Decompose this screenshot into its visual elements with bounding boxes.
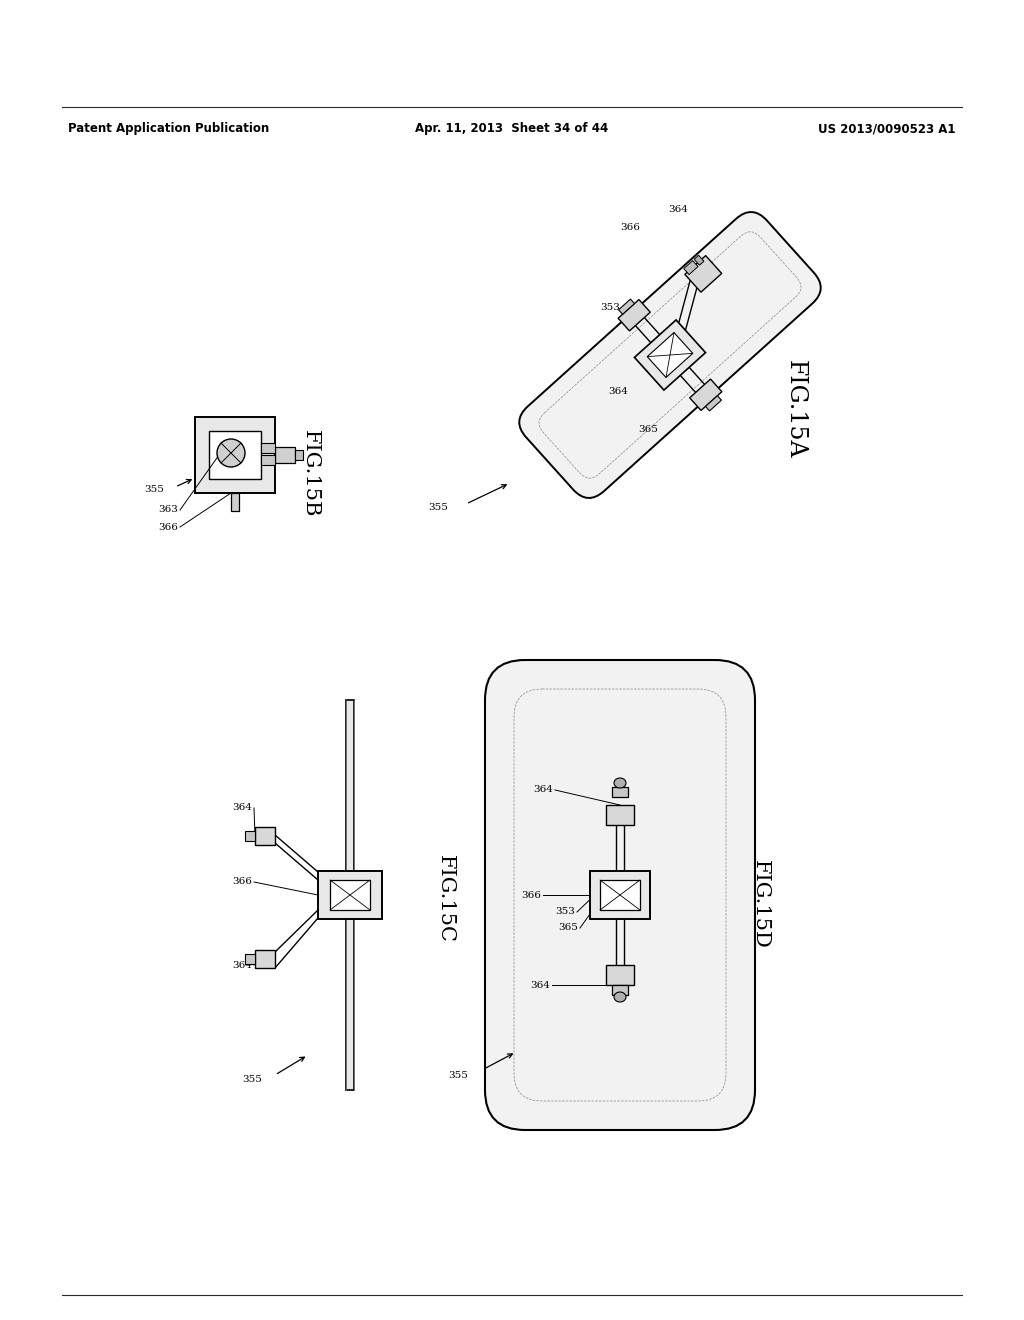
Text: 366: 366 bbox=[620, 223, 640, 232]
Bar bbox=[245, 954, 255, 964]
Bar bbox=[647, 333, 693, 378]
Text: 366: 366 bbox=[232, 878, 252, 887]
Bar bbox=[694, 255, 703, 265]
Bar bbox=[690, 379, 722, 411]
Text: US 2013/0090523 A1: US 2013/0090523 A1 bbox=[818, 121, 956, 135]
Bar bbox=[685, 256, 722, 292]
Bar bbox=[590, 871, 650, 919]
Text: 355: 355 bbox=[144, 486, 164, 495]
Text: FIG.15A: FIG.15A bbox=[783, 360, 807, 458]
Bar bbox=[261, 455, 275, 465]
Text: 355: 355 bbox=[449, 1071, 468, 1080]
Bar bbox=[635, 319, 706, 391]
Bar bbox=[618, 300, 650, 331]
Bar bbox=[231, 492, 239, 511]
Text: 364: 364 bbox=[232, 961, 252, 969]
Text: 355: 355 bbox=[242, 1076, 262, 1085]
Text: 363: 363 bbox=[158, 506, 178, 515]
Text: 364: 364 bbox=[608, 388, 628, 396]
Bar bbox=[255, 950, 275, 968]
Bar bbox=[245, 832, 255, 841]
Text: 365: 365 bbox=[558, 924, 578, 932]
Bar bbox=[600, 880, 640, 909]
Text: FIG.15C: FIG.15C bbox=[435, 855, 455, 942]
Bar bbox=[295, 450, 303, 459]
Bar bbox=[346, 700, 354, 1090]
Text: 365: 365 bbox=[638, 425, 657, 434]
Text: 366: 366 bbox=[158, 523, 178, 532]
Text: 353: 353 bbox=[600, 304, 620, 313]
Text: Apr. 11, 2013  Sheet 34 of 44: Apr. 11, 2013 Sheet 34 of 44 bbox=[416, 121, 608, 135]
Text: 366: 366 bbox=[521, 891, 541, 899]
FancyBboxPatch shape bbox=[519, 213, 821, 498]
Text: Patent Application Publication: Patent Application Publication bbox=[68, 121, 269, 135]
Bar bbox=[195, 417, 275, 492]
Text: 364: 364 bbox=[668, 206, 688, 214]
Text: 353: 353 bbox=[555, 908, 575, 916]
Bar bbox=[330, 880, 370, 909]
Text: 364: 364 bbox=[534, 785, 553, 795]
Ellipse shape bbox=[614, 777, 626, 788]
FancyBboxPatch shape bbox=[485, 660, 755, 1130]
Text: 364: 364 bbox=[530, 981, 550, 990]
Text: 355: 355 bbox=[428, 503, 449, 512]
Bar bbox=[618, 300, 635, 314]
Ellipse shape bbox=[614, 993, 626, 1002]
Bar bbox=[706, 396, 722, 411]
Text: FIG.15D: FIG.15D bbox=[751, 861, 769, 949]
Bar bbox=[612, 787, 628, 797]
Text: 364: 364 bbox=[232, 804, 252, 813]
Bar bbox=[612, 985, 628, 995]
Bar bbox=[275, 447, 295, 463]
Text: FIG.15B: FIG.15B bbox=[300, 430, 319, 517]
Bar bbox=[684, 260, 698, 275]
Bar bbox=[209, 432, 261, 479]
Bar bbox=[318, 871, 382, 919]
Bar bbox=[606, 965, 634, 985]
Ellipse shape bbox=[217, 440, 245, 467]
Bar bbox=[606, 805, 634, 825]
Bar bbox=[255, 828, 275, 845]
Bar bbox=[261, 444, 275, 453]
